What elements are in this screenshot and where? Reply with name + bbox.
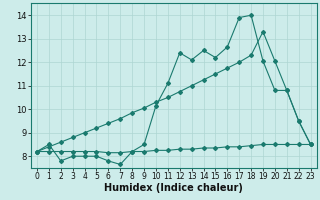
X-axis label: Humidex (Indice chaleur): Humidex (Indice chaleur) bbox=[104, 183, 243, 193]
